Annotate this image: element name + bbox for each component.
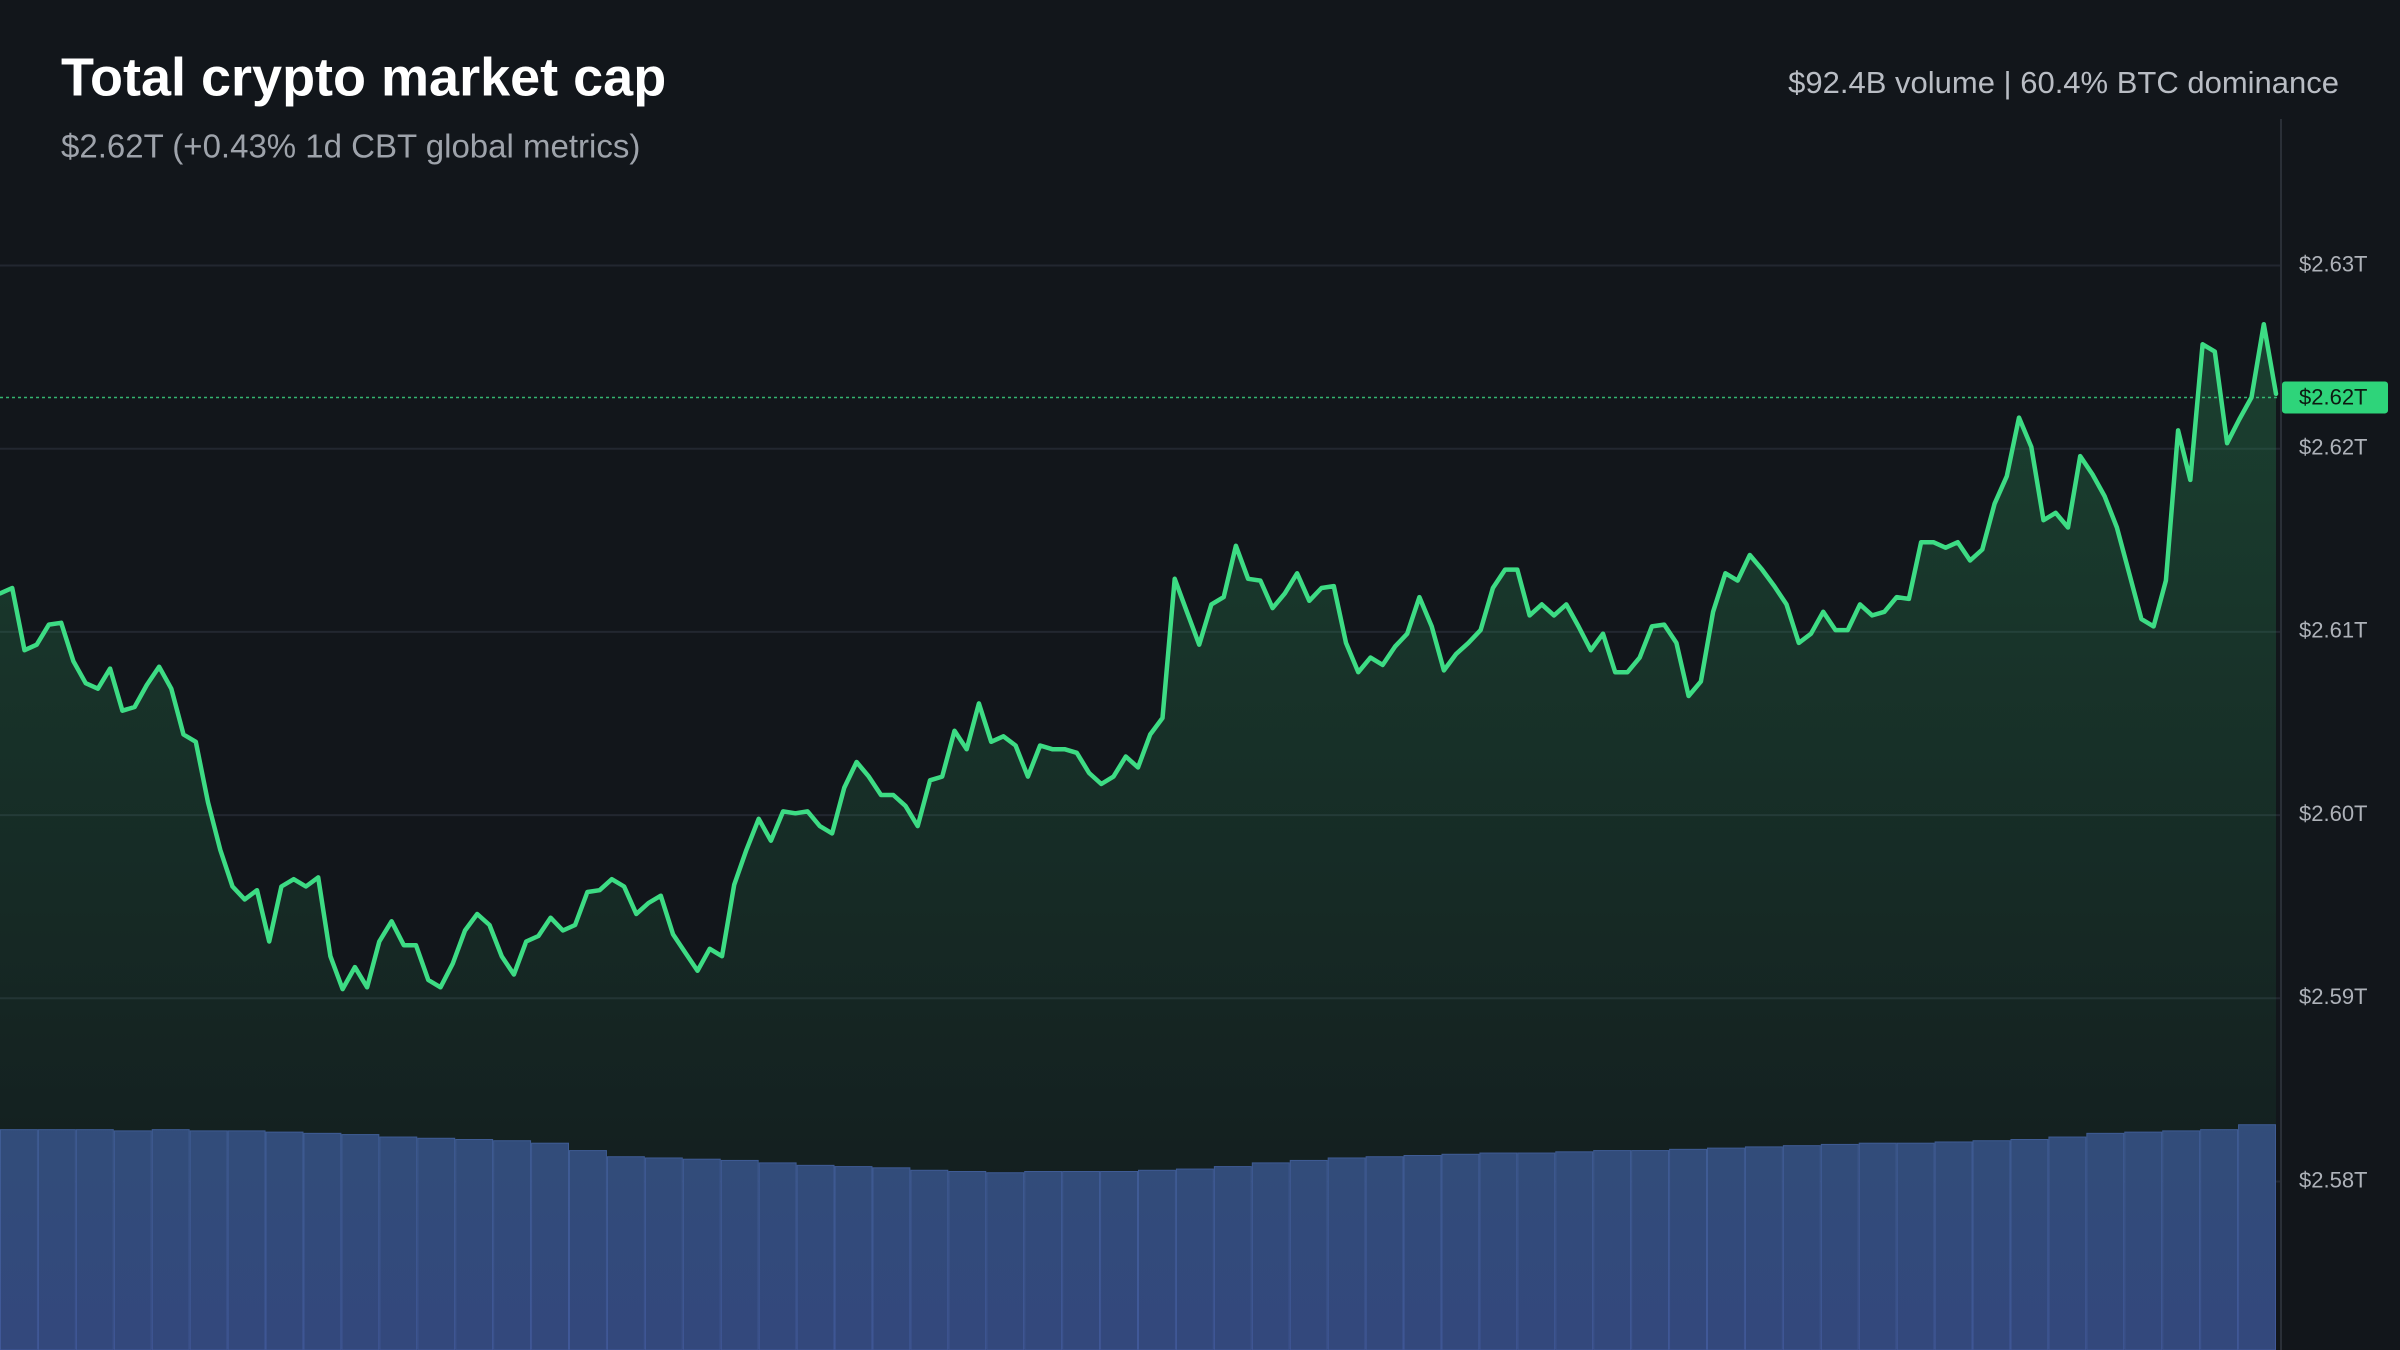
y-tick-label: $2.61T xyxy=(2299,618,2368,643)
y-tick-label: $2.63T xyxy=(2299,251,2368,276)
chart-title: Total crypto market cap xyxy=(61,47,666,107)
y-tick-label: $2.60T xyxy=(2299,801,2368,826)
price-line xyxy=(0,321,2279,992)
price-area xyxy=(0,324,2276,1350)
annotation: $92.4B volume | 60.4% BTC dominance xyxy=(1788,65,2339,100)
price-tag-label: $2.62T xyxy=(2299,384,2368,409)
price-tag xyxy=(2282,381,2388,414)
chart-subtitle: $2.62T (+0.43% 1d CBT global metrics) xyxy=(61,128,640,165)
y-tick-label: $2.58T xyxy=(2299,1167,2368,1192)
y-tick-label: $2.59T xyxy=(2299,984,2368,1009)
y-tick-label: $2.62T xyxy=(2299,435,2368,460)
